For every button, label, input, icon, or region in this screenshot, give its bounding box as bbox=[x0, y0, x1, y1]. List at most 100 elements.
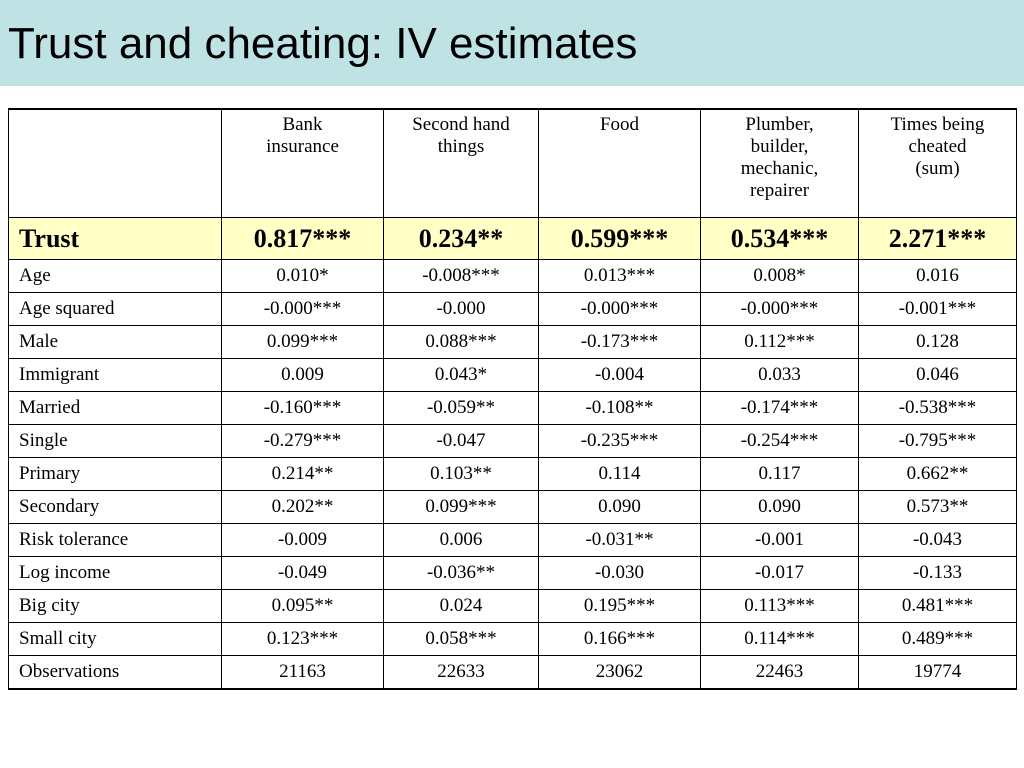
row-label: Male bbox=[8, 325, 222, 359]
column-header-line: mechanic, bbox=[740, 158, 819, 179]
table-row: Married -0.160*** -0.059** -0.108** -0.174**… bbox=[8, 391, 1017, 425]
table-cell: -0.049 bbox=[221, 556, 384, 590]
table-cell: 0.095** bbox=[221, 589, 384, 623]
table-cell: 22463 bbox=[700, 655, 859, 690]
table-cell: 0.043* bbox=[383, 358, 539, 392]
column-header-line: builder, bbox=[750, 136, 809, 157]
table-row: Male 0.099*** 0.088*** -0.173*** 0.112*** 0.1… bbox=[8, 325, 1017, 359]
table-body: Trust 0.817*** 0.234** 0.599*** 0.534*** 2.27… bbox=[8, 217, 1017, 690]
row-label: Small city bbox=[8, 622, 222, 656]
table-cell: -0.001 bbox=[700, 523, 859, 557]
slide-title: Trust and cheating: IV estimates bbox=[8, 19, 638, 68]
table-cell: 0.114*** bbox=[700, 622, 859, 656]
table-cell: 0.202** bbox=[221, 490, 384, 524]
table-cell: -0.004 bbox=[538, 358, 701, 392]
row-label: Log income bbox=[8, 556, 222, 590]
table-row: Risk tolerance -0.009 0.006 -0.031** -0.001-… bbox=[8, 523, 1017, 557]
column-header-line: Food bbox=[599, 114, 640, 135]
table-cell: 0.117 bbox=[700, 457, 859, 491]
column-header-line: Times being bbox=[890, 114, 985, 135]
table-cell: -0.279*** bbox=[221, 424, 384, 458]
table-cell: 0.114 bbox=[538, 457, 701, 491]
table-cell: 0.489*** bbox=[858, 622, 1017, 656]
table-cell: 0.234** bbox=[383, 217, 539, 260]
table-cell: 0.090 bbox=[538, 490, 701, 524]
table-cell: 22633 bbox=[383, 655, 539, 690]
column-header: Bank insurance bbox=[221, 108, 384, 218]
table-cell: 0.058*** bbox=[383, 622, 539, 656]
row-label: Secondary bbox=[8, 490, 222, 524]
table-cell: -0.173*** bbox=[538, 325, 701, 359]
table-cell: 0.103** bbox=[383, 457, 539, 491]
table-cell: -0.059** bbox=[383, 391, 539, 425]
table-cell: 0.046 bbox=[858, 358, 1017, 392]
table-cell: 0.010* bbox=[221, 259, 384, 293]
table-row: Immigrant 0.009 0.043* -0.004 0.033 0.046 bbox=[8, 358, 1017, 392]
table-cell: 0.016 bbox=[858, 259, 1017, 293]
column-header: Times being cheated (sum) bbox=[858, 108, 1017, 218]
row-label: Trust bbox=[8, 217, 222, 260]
table-row: Age squared -0.000*** -0.000 -0.000*** -0.00… bbox=[8, 292, 1017, 326]
table-cell: 0.113*** bbox=[700, 589, 859, 623]
table-row: Observations 21163 22633 23062 22463 19774 bbox=[8, 655, 1017, 690]
table-cell: -0.043 bbox=[858, 523, 1017, 557]
table-cell: -0.000 bbox=[383, 292, 539, 326]
row-label: Observations bbox=[8, 655, 222, 690]
row-label: Primary bbox=[8, 457, 222, 491]
column-header-line: Second hand bbox=[412, 114, 510, 135]
table-cell: 0.481*** bbox=[858, 589, 1017, 623]
header-row: Bank insurance Second hand things Food Plumbe… bbox=[8, 108, 1017, 218]
table-cell: -0.538*** bbox=[858, 391, 1017, 425]
table-row: Big city 0.095** 0.024 0.195*** 0.113*** 0.48… bbox=[8, 589, 1017, 623]
table-cell: 0.013*** bbox=[538, 259, 701, 293]
table-cell: 0.112*** bbox=[700, 325, 859, 359]
table-cell: 0.033 bbox=[700, 358, 859, 392]
corner-cell bbox=[8, 108, 222, 218]
table-cell: -0.030 bbox=[538, 556, 701, 590]
table-cell: 19774 bbox=[858, 655, 1017, 690]
table-row: Primary 0.214** 0.103** 0.114 0.117 0.662** bbox=[8, 457, 1017, 491]
table-row: Log income -0.049 -0.036** -0.030 -0.017 -0.1… bbox=[8, 556, 1017, 590]
column-header: Food bbox=[538, 108, 701, 218]
table-cell: 0.088*** bbox=[383, 325, 539, 359]
table-cell: -0.174*** bbox=[700, 391, 859, 425]
row-label: Single bbox=[8, 424, 222, 458]
table-cell: -0.000*** bbox=[700, 292, 859, 326]
table-cell: 0.817*** bbox=[221, 217, 384, 260]
table-cell: 0.024 bbox=[383, 589, 539, 623]
table-cell: 0.006 bbox=[383, 523, 539, 557]
table-row: Secondary 0.202** 0.099*** 0.090 0.090 0.573*… bbox=[8, 490, 1017, 524]
table-cell: 0.195*** bbox=[538, 589, 701, 623]
table-cell: 0.099*** bbox=[383, 490, 539, 524]
table-cell: 0.166*** bbox=[538, 622, 701, 656]
row-label: Big city bbox=[8, 589, 222, 623]
column-header-line: insurance bbox=[266, 136, 339, 157]
table-cell: 0.214** bbox=[221, 457, 384, 491]
column-header-line: cheated bbox=[908, 136, 967, 157]
trust-row: Trust 0.817*** 0.234** 0.599*** 0.534*** 2.27… bbox=[8, 217, 1017, 260]
column-header-line: Bank bbox=[282, 114, 323, 135]
table-cell: -0.108** bbox=[538, 391, 701, 425]
row-label: Age bbox=[8, 259, 222, 293]
table-cell: -0.047 bbox=[383, 424, 539, 458]
table-cell: 0.534*** bbox=[700, 217, 859, 260]
table-cell: -0.133 bbox=[858, 556, 1017, 590]
table-cell: -0.009 bbox=[221, 523, 384, 557]
table-cell: -0.008*** bbox=[383, 259, 539, 293]
table-cell: -0.000*** bbox=[221, 292, 384, 326]
table-cell: 21163 bbox=[221, 655, 384, 690]
table-cell: -0.017 bbox=[700, 556, 859, 590]
column-header: Plumber, builder, mechanic, repairer bbox=[700, 108, 859, 218]
table-cell: -0.036** bbox=[383, 556, 539, 590]
table-cell: 0.573** bbox=[858, 490, 1017, 524]
table-cell: -0.001*** bbox=[858, 292, 1017, 326]
column-header-line: repairer bbox=[749, 180, 810, 201]
column-header: Second hand things bbox=[383, 108, 539, 218]
table-cell: 0.090 bbox=[700, 490, 859, 524]
row-label: Age squared bbox=[8, 292, 222, 326]
title-bar: Trust and cheating: IV estimates bbox=[0, 0, 1024, 86]
table-row: Single -0.279*** -0.047 -0.235*** -0.254*** -… bbox=[8, 424, 1017, 458]
results-table: Bank insurance Second hand things Food Plumbe… bbox=[8, 108, 1017, 690]
table-cell: 0.662** bbox=[858, 457, 1017, 491]
table-cell: 0.099*** bbox=[221, 325, 384, 359]
